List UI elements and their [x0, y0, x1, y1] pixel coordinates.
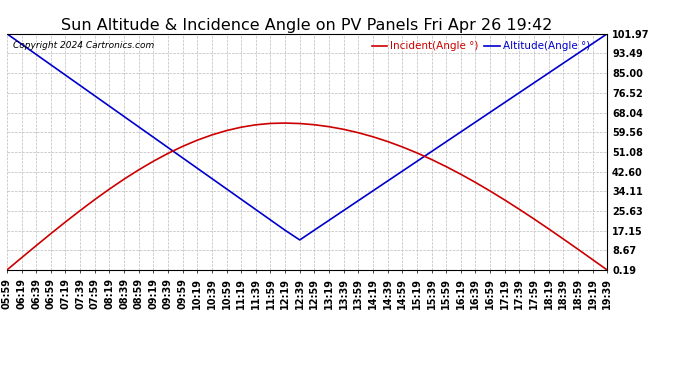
Legend: Incident(Angle °), Altitude(Angle °): Incident(Angle °), Altitude(Angle °) [372, 41, 590, 51]
Text: Copyright 2024 Cartronics.com: Copyright 2024 Cartronics.com [13, 41, 154, 50]
Title: Sun Altitude & Incidence Angle on PV Panels Fri Apr 26 19:42: Sun Altitude & Incidence Angle on PV Pan… [61, 18, 553, 33]
